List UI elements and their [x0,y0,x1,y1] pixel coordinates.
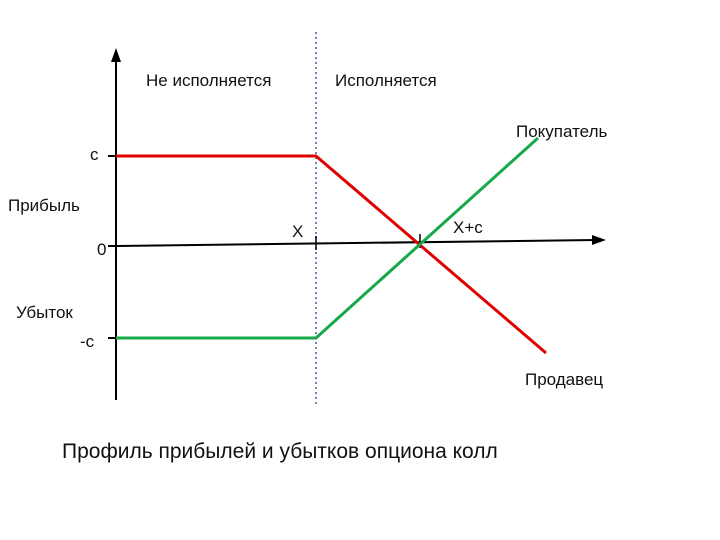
x-axis [115,239,597,247]
label-c: c [90,145,99,164]
buyer-line [116,136,540,340]
label-breakeven: X+c [453,218,483,237]
label-loss: Убыток [16,303,73,322]
label-minus-c: -c [80,332,95,351]
label-exercised: Исполняется [335,71,437,90]
label-strike: X [292,222,303,241]
label-not-exercised: Не исполняется [146,71,271,90]
y-axis-arrow [111,48,121,62]
seller-line [116,154,547,355]
label-profit: Прибыль [8,196,80,215]
x-axis-arrow [592,235,606,245]
label-buyer: Покупатель [516,122,607,141]
diagram-caption: Профиль прибылей и убытков опциона колл [62,440,498,463]
label-seller: Продавец [525,370,603,389]
label-zero: 0 [97,240,106,259]
